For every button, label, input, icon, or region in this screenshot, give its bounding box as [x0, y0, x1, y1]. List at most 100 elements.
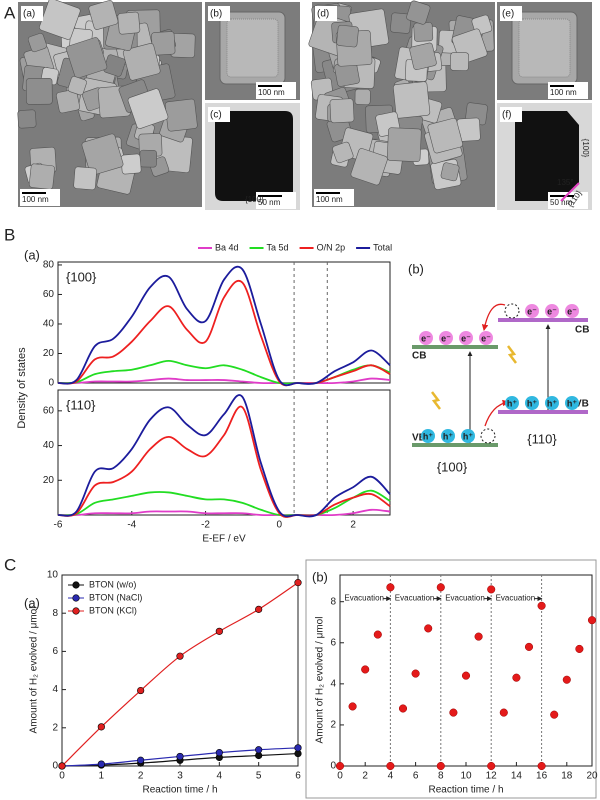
y-tick-label: 0	[330, 761, 336, 772]
y-tick-label: 0	[48, 378, 54, 389]
crystal	[28, 163, 55, 190]
carrier-label: e⁻	[547, 306, 557, 316]
facet-label: {110}	[527, 431, 557, 446]
legend-label: Ta 5d	[267, 242, 289, 252]
x-tick-label: 10	[460, 771, 472, 782]
data-point	[436, 583, 445, 592]
y-tick-label: 20	[43, 475, 55, 486]
data-point	[487, 761, 496, 771]
y-axis-label: Amount of H₂ evolved / μmol	[315, 617, 326, 744]
carrier-label: e⁻	[461, 333, 471, 343]
panel-label: C	[4, 555, 16, 574]
annotation: Evacuation	[445, 594, 485, 603]
subpanel-label: (b)	[408, 261, 424, 276]
tag-bg	[208, 107, 230, 122]
data-point	[461, 671, 471, 680]
carrier	[441, 429, 455, 443]
y-tick-label: 2	[52, 722, 58, 733]
crystal	[88, 0, 119, 30]
data-point	[524, 642, 534, 651]
y-tick-label: 40	[43, 440, 55, 451]
subpanel-label: (a)	[24, 247, 40, 262]
image-tag: (a)	[23, 9, 35, 20]
chart: 0 2 4 6 8 0 2 4 6 8 10 12 14 16 18 20 Evacuation Evacuati…	[330, 574, 598, 796]
scale-label: 100 nm	[22, 195, 49, 204]
data-point	[587, 616, 597, 625]
subpanel-label: (a)	[24, 595, 40, 610]
y-tick-label: 20	[43, 348, 55, 359]
carrier-label: h⁺	[423, 431, 433, 441]
x-tick-label: 3	[177, 771, 183, 782]
data-point	[537, 601, 546, 610]
data-point	[424, 624, 433, 633]
crystal	[164, 98, 198, 132]
vb-label: VB	[575, 399, 589, 410]
image-tag: (e)	[502, 9, 514, 20]
x-tick-label: 12	[486, 771, 498, 782]
series-line	[57, 377, 391, 385]
scale-label: 100 nm	[316, 195, 343, 204]
tag-bg	[500, 107, 522, 122]
carrier	[439, 331, 453, 345]
x-tick-label: 16	[536, 771, 548, 782]
data-point	[97, 760, 105, 768]
crystal	[55, 89, 81, 114]
carrier-label: h⁺	[547, 398, 557, 408]
x-tick-label: 0	[337, 771, 343, 782]
series-line	[57, 265, 391, 387]
legend-label: O/N 2p	[317, 242, 346, 252]
carrier	[565, 304, 579, 318]
x-tick-label: -6	[54, 520, 63, 531]
y-tick-label: 60	[43, 289, 55, 300]
subpanel-label: (b)	[312, 569, 328, 584]
data-point	[294, 579, 302, 587]
scale-label: 100 nm	[550, 88, 577, 97]
crystal	[515, 111, 579, 201]
crystal	[427, 117, 463, 154]
x-axis-label: E-EF / eV	[202, 534, 246, 545]
data-point	[348, 702, 357, 711]
x-tick-label: 0	[59, 771, 65, 782]
data-point	[487, 585, 496, 594]
x-axis-label: Reaction time / h	[428, 785, 503, 796]
x-tick-label: 2	[138, 771, 144, 782]
data-point	[255, 746, 263, 754]
x-tick-label: 1	[99, 771, 105, 782]
vacancy	[480, 428, 496, 444]
vacancy	[504, 303, 520, 319]
annotation: Evacuation	[344, 594, 384, 603]
crystal-face	[226, 18, 279, 78]
legend-label: Ba 4d	[215, 242, 239, 252]
crystal	[392, 81, 431, 119]
x-tick-label: 14	[511, 771, 523, 782]
angle-label: 135°	[557, 178, 574, 187]
carrier	[459, 331, 473, 345]
legend-label: BTON (KCl)	[89, 605, 137, 615]
data-point	[386, 583, 395, 592]
crystal	[39, 0, 81, 40]
data-point	[335, 761, 345, 771]
chart: 0 20 40 60 80 {100} Ba 4d Ta 5d O/N 2p Total	[43, 242, 392, 388]
series-line	[57, 489, 391, 517]
carrier-label: e⁻	[481, 333, 491, 343]
data-point	[361, 665, 370, 674]
carrier	[419, 331, 433, 345]
data-point	[97, 723, 105, 731]
y-axis-label: Density of states	[16, 347, 28, 429]
data-point	[58, 762, 66, 770]
carrier-label: h⁺	[443, 431, 453, 441]
data-point	[512, 673, 521, 682]
carrier	[461, 429, 475, 443]
tag-bg	[500, 6, 522, 21]
data-point	[176, 652, 184, 660]
series-line	[57, 394, 391, 518]
crystal	[215, 111, 293, 201]
x-axis-label: Reaction time / h	[142, 785, 217, 796]
data-point	[373, 630, 382, 639]
chart: 20 40 60 -6 -4 -2 0 2 {110} E-EF / eV	[43, 389, 391, 545]
series-line	[57, 508, 391, 517]
crystal	[117, 11, 141, 35]
y-tick-label: 4	[330, 678, 336, 689]
x-tick-label: 4	[388, 771, 394, 782]
